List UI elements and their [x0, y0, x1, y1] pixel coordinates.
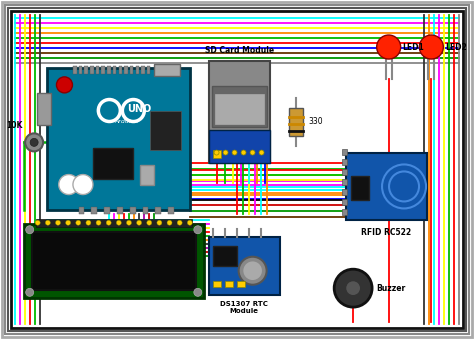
Bar [79, 207, 84, 214]
Text: RFID RC522: RFID RC522 [361, 228, 411, 237]
Circle shape [25, 133, 43, 152]
Circle shape [194, 288, 202, 296]
Text: SD Card Module: SD Card Module [205, 46, 274, 55]
Circle shape [35, 220, 40, 225]
Bar [124, 66, 128, 74]
Bar [351, 176, 369, 200]
Circle shape [334, 269, 372, 307]
Circle shape [137, 220, 142, 225]
Bar [225, 281, 233, 287]
Bar [155, 207, 161, 214]
Circle shape [55, 220, 61, 225]
Circle shape [157, 220, 162, 225]
Circle shape [167, 220, 172, 225]
Bar [342, 210, 347, 215]
Bar [101, 66, 105, 74]
Circle shape [223, 150, 228, 155]
Circle shape [177, 220, 182, 225]
Circle shape [194, 226, 202, 234]
Bar [342, 179, 347, 185]
Circle shape [56, 77, 73, 93]
Bar [136, 66, 139, 74]
Circle shape [96, 220, 101, 225]
Bar [150, 111, 181, 151]
Circle shape [59, 175, 79, 195]
Circle shape [346, 281, 361, 296]
Bar [168, 207, 174, 214]
Circle shape [46, 220, 50, 225]
Bar [342, 159, 347, 165]
Bar [93, 147, 133, 179]
Bar [107, 66, 110, 74]
Bar [342, 199, 347, 205]
Circle shape [86, 220, 91, 225]
Bar [209, 61, 270, 163]
Bar [342, 170, 347, 175]
Bar [212, 281, 220, 287]
Bar [140, 165, 154, 184]
Circle shape [26, 226, 34, 234]
Bar [96, 66, 100, 74]
Circle shape [147, 220, 152, 225]
Bar [36, 219, 192, 227]
Circle shape [106, 220, 111, 225]
Text: 10K: 10K [6, 121, 22, 131]
Text: 330: 330 [308, 117, 323, 126]
Bar [47, 68, 190, 210]
Bar [117, 207, 123, 214]
Bar [24, 224, 204, 298]
Circle shape [30, 138, 38, 146]
Bar [130, 207, 136, 214]
Circle shape [238, 257, 267, 285]
Circle shape [243, 261, 263, 281]
Text: LED2: LED2 [446, 42, 467, 52]
Bar [237, 281, 245, 287]
Text: Buzzer: Buzzer [376, 284, 405, 293]
Bar [141, 66, 145, 74]
Bar [104, 207, 110, 214]
Circle shape [377, 35, 401, 59]
Bar [143, 207, 148, 214]
Bar [211, 86, 267, 127]
Circle shape [419, 35, 443, 59]
Circle shape [65, 220, 71, 225]
Circle shape [187, 220, 192, 225]
Bar [118, 66, 122, 74]
Bar [289, 107, 303, 136]
Bar [91, 207, 97, 214]
Circle shape [26, 288, 34, 296]
Bar [84, 66, 88, 74]
Bar [209, 130, 270, 163]
Bar [342, 149, 347, 155]
Bar [154, 64, 180, 76]
Bar [346, 153, 427, 220]
Circle shape [259, 150, 264, 155]
Bar [90, 66, 93, 74]
Bar [212, 246, 237, 266]
Bar [32, 232, 196, 290]
Circle shape [241, 150, 246, 155]
Text: Arduino: Arduino [114, 119, 138, 123]
Bar [113, 66, 117, 74]
Bar [147, 66, 150, 74]
Circle shape [76, 220, 81, 225]
Bar [130, 66, 134, 74]
Bar [212, 149, 220, 158]
Text: DS1307 RTC
Module: DS1307 RTC Module [220, 301, 268, 314]
Bar [79, 66, 82, 74]
Bar [37, 94, 51, 125]
Circle shape [116, 220, 121, 225]
Bar [342, 190, 347, 195]
Text: UNO: UNO [127, 103, 152, 114]
Circle shape [127, 220, 131, 225]
Text: LED1: LED1 [403, 42, 424, 52]
Bar [73, 66, 76, 74]
Circle shape [232, 150, 237, 155]
Circle shape [250, 150, 255, 155]
Bar [209, 237, 280, 295]
Circle shape [73, 175, 93, 195]
Bar [215, 94, 264, 124]
Circle shape [214, 150, 219, 155]
